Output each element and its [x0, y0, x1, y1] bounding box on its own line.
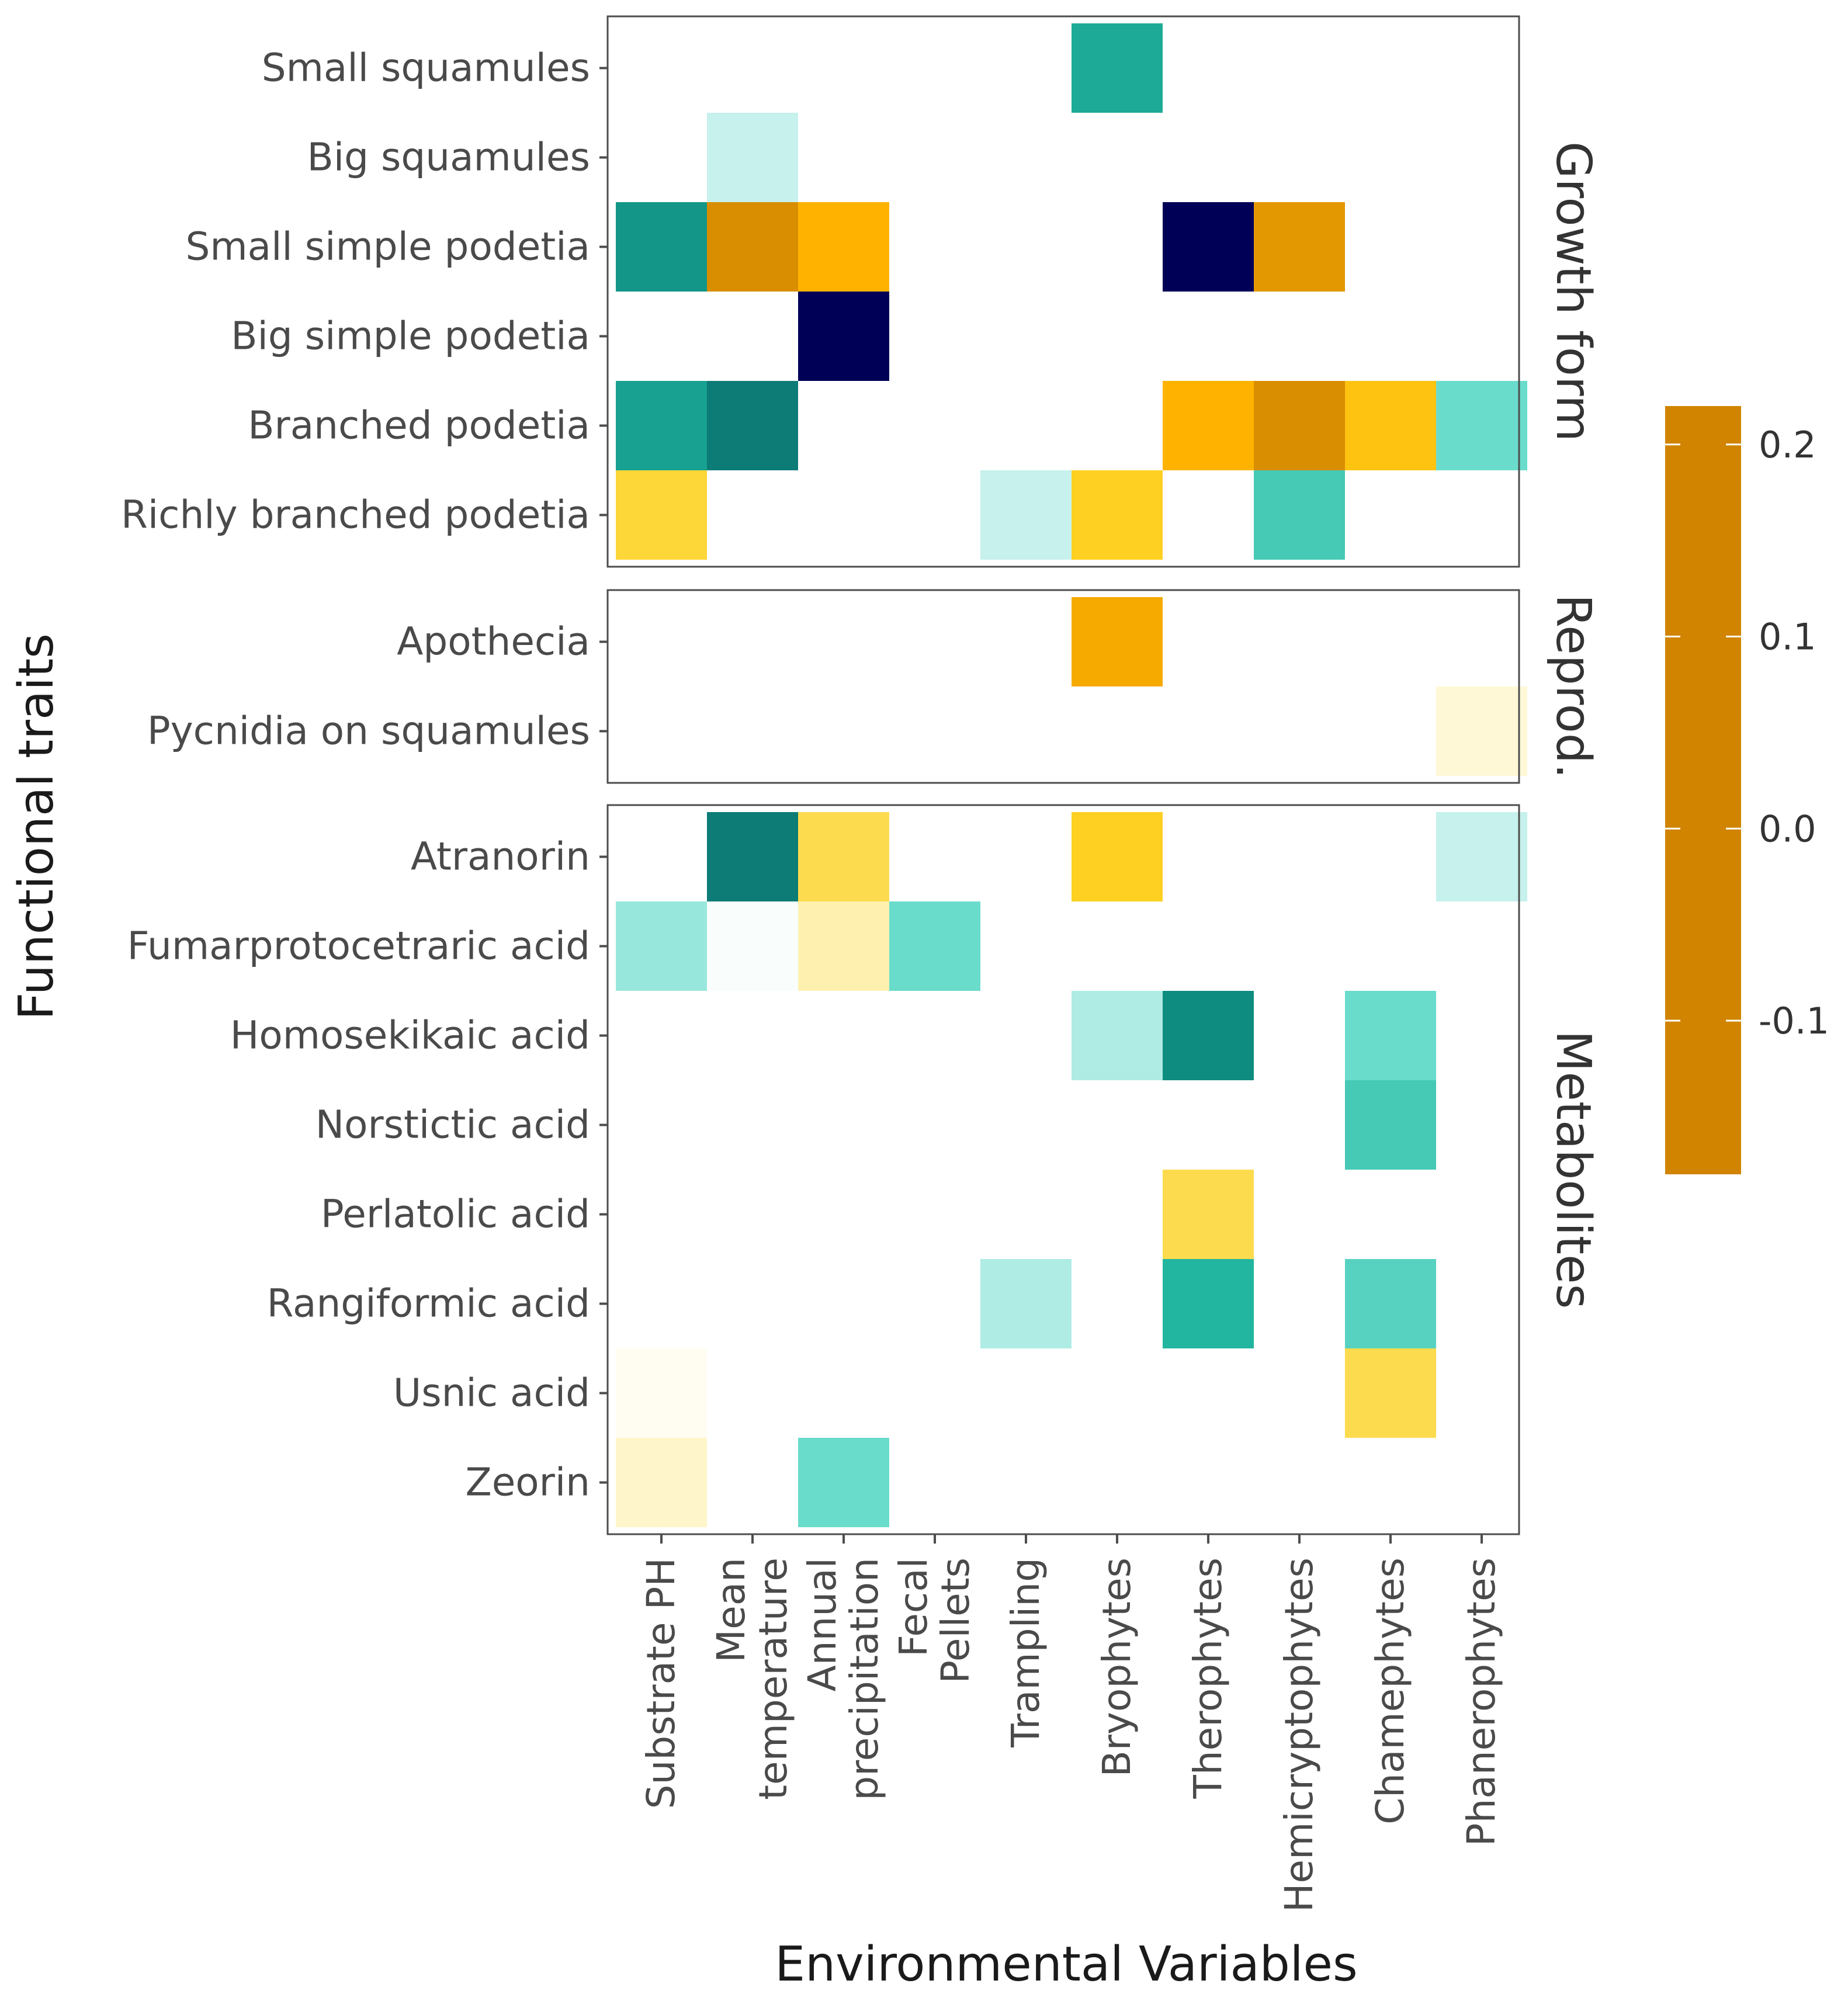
- heatmap-cell: [1436, 812, 1527, 901]
- heatmap-cell: [798, 292, 889, 381]
- heatmap-cell: [1345, 1348, 1436, 1438]
- facet-strip-label: Growth form: [1545, 141, 1601, 442]
- x-tick-label: temperature: [751, 1558, 796, 1800]
- heatmap-cell: [616, 470, 707, 560]
- heatmap-cell: [616, 202, 707, 292]
- y-tick-label: Norstictic acid: [315, 1102, 590, 1147]
- heatmap-cell: [1163, 1170, 1254, 1259]
- heatmap-cell: [1072, 23, 1163, 113]
- x-tick-label: Trampling: [1003, 1558, 1048, 1748]
- x-tick-label: Substrate PH: [639, 1558, 684, 1809]
- heatmap-cell: [798, 812, 889, 901]
- facet-strip-label: Reprod.: [1545, 594, 1601, 779]
- heatmap-cell: [616, 381, 707, 470]
- y-tick-label: Big simple podetia: [231, 314, 590, 359]
- heatmap-cell: [1072, 597, 1163, 686]
- heatmap-cell: [707, 202, 798, 292]
- y-tick-label: Atranorin: [411, 834, 590, 879]
- heatmap-cell: [707, 901, 798, 991]
- y-tick-label: Homosekikaic acid: [230, 1013, 590, 1058]
- facet-2: Atranorin Fumarprotocetraric acid Homoseki…: [127, 804, 1601, 1535]
- heatmap-cell: [1345, 1259, 1436, 1348]
- facet-strip-label: Metabolites: [1545, 1031, 1601, 1309]
- heatmap-cell: [1072, 470, 1163, 560]
- heatmap-cell: [1436, 686, 1527, 776]
- colorbar-tick-label: -0.1: [1759, 1000, 1829, 1042]
- heatmap-cell: [1345, 1080, 1436, 1170]
- heatmap-cell: [1254, 202, 1345, 292]
- heatmap-cell: [1345, 991, 1436, 1080]
- facet-0: Small squamules Big squamules Small simple…: [121, 15, 1601, 568]
- heatmap-cell: [1163, 202, 1254, 292]
- y-axis-title: Functional traits: [9, 633, 64, 1020]
- heatmap-cell: [1072, 812, 1163, 901]
- colorbar-legend: 0.2 0.1 0.0 -0.1: [1665, 406, 1829, 1174]
- y-tick-label: Pycnidia on squamules: [147, 709, 590, 754]
- x-tick-label: Therophytes: [1185, 1558, 1230, 1799]
- panel-border: [606, 589, 1520, 784]
- x-tick-label: Fecal: [891, 1558, 936, 1657]
- y-tick-label: Perlatolic acid: [321, 1192, 590, 1237]
- heatmap-cell: [707, 113, 798, 202]
- x-tick-label: Chamephytes: [1368, 1558, 1413, 1825]
- facet-1: Apothecia Pycnidia on squamules Reprod.: [147, 589, 1601, 784]
- heatmap-cell: [1163, 381, 1254, 470]
- x-tick-label: Phanerophytes: [1459, 1558, 1504, 1846]
- panel-border: [606, 15, 1520, 568]
- y-tick-label: Zeorin: [465, 1460, 590, 1505]
- panel-border: [606, 804, 1520, 1535]
- colorbar-tick-label: 0.1: [1759, 616, 1816, 658]
- colorbar: [1665, 406, 1741, 1174]
- heatmap-cell: [798, 202, 889, 292]
- x-tick-label: Mean: [709, 1558, 754, 1663]
- heatmap-cell: [798, 1438, 889, 1527]
- y-tick-label: Richly branched podetia: [121, 493, 590, 537]
- heatmap-cell: [798, 901, 889, 991]
- x-tick-label: Bryophytes: [1094, 1558, 1139, 1777]
- heatmap-cell: [1254, 470, 1345, 560]
- heatmap-cell: [1254, 381, 1345, 470]
- colorbar-tick-label: 0.2: [1759, 424, 1816, 466]
- heatmap-cell: [707, 381, 798, 470]
- heatmap-cell: [980, 470, 1072, 560]
- y-tick-label: Big squamules: [307, 135, 591, 180]
- facet-panels: Small squamules Big squamules Small simple…: [121, 15, 1601, 1535]
- heatmap-cell: [1345, 381, 1436, 470]
- y-tick-label: Usnic acid: [393, 1371, 590, 1416]
- heatmap-cell: [1163, 991, 1254, 1080]
- heatmap-cell: [980, 1259, 1072, 1348]
- x-tick-label: Pellets: [933, 1558, 978, 1684]
- colorbar-tick-label: 0.0: [1759, 807, 1816, 850]
- heatmap-cell: [1436, 381, 1527, 470]
- x-tick-label: Annual: [800, 1558, 845, 1691]
- y-tick-label: Fumarprotocetraric acid: [127, 924, 590, 969]
- x-tick-label: precipitation: [842, 1558, 887, 1801]
- y-tick-label: Branched podetia: [248, 403, 590, 448]
- y-tick-label: Small squamules: [262, 46, 590, 91]
- y-tick-label: Rangiformic acid: [267, 1281, 590, 1326]
- heatmap-cell: [707, 812, 798, 901]
- x-axis-title: Environmental Variables: [775, 1937, 1357, 1992]
- y-tick-label: Small simple podetia: [185, 224, 590, 269]
- heatmap-cell: [616, 901, 707, 991]
- y-tick-label: Apothecia: [397, 619, 590, 664]
- x-tick-label: Hemicryptophytes: [1277, 1558, 1322, 1912]
- heatmap-cell: [616, 1348, 707, 1438]
- heatmap-cell: [1072, 991, 1163, 1080]
- heatmap-cell: [889, 901, 980, 991]
- heatmap-cell: [1163, 1259, 1254, 1348]
- heatmap-cell: [616, 1438, 707, 1527]
